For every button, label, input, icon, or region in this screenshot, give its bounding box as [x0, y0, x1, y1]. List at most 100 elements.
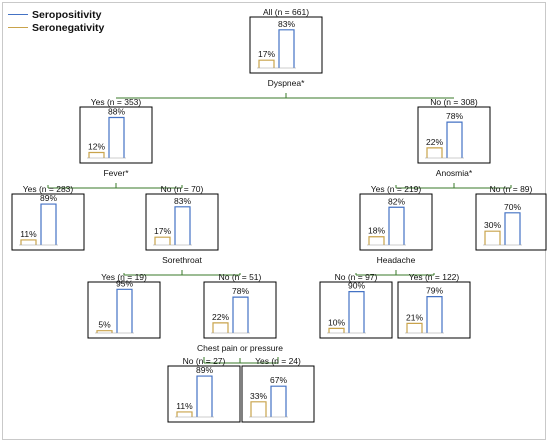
seronegativity-label: 22% [212, 312, 229, 322]
legend-item-seropositivity: Seropositivity [8, 8, 104, 21]
seronegativity-label: 30% [484, 220, 501, 230]
seropositivity-bar [426, 296, 443, 333]
node-sore_yes: Yes (n = 19) 5% 95% [87, 272, 161, 339]
seropositivity-bar [108, 116, 125, 158]
seropositivity-label: 78% [232, 286, 249, 296]
node-box [359, 193, 433, 251]
seronegativity-bar [88, 151, 105, 158]
legend-label-seropositivity: Seropositivity [32, 8, 102, 21]
seronegativity-bar [426, 147, 443, 158]
split-variable-label: Fever* [103, 168, 129, 178]
node-header: No (n = 89) [490, 184, 533, 194]
node-header: No (n = 97) [335, 272, 378, 282]
seronegativity-label: 10% [328, 317, 345, 327]
node-header: All (n = 661) [263, 7, 309, 17]
node-fev_no: No (n = 70) 17% 83% Sorethroat [145, 184, 219, 265]
branch-ano_yes [355, 270, 435, 276]
node-header: No (n = 51) [219, 272, 262, 282]
seropositivity-label: 88% [108, 107, 125, 117]
node-box [79, 106, 153, 164]
node-header: Yes (n = 283) [23, 184, 74, 194]
branch-dys_no [395, 183, 512, 189]
split-variable-label: Sorethroat [162, 255, 202, 265]
seropositivity-label: 83% [174, 196, 191, 206]
node-header: Yes (n = 122) [409, 272, 460, 282]
node-header: Yes (n = 219) [371, 184, 422, 194]
node-box [249, 16, 323, 74]
seronegativity-label: 12% [88, 141, 105, 151]
seronegativity-label: 33% [250, 391, 267, 401]
seropositivity-label: 83% [278, 19, 295, 29]
node-box [145, 193, 219, 251]
node-header: Yes (n = 24) [255, 356, 301, 366]
seronegativity-label: 11% [176, 401, 193, 411]
seropositivity-swatch [8, 14, 28, 15]
seropositivity-bar [232, 296, 249, 333]
node-root: All (n = 661) 17% 83% Dyspnea* [249, 7, 323, 88]
node-box [397, 281, 471, 339]
branch-fev_no [123, 270, 241, 276]
seronegativity-label: 17% [258, 49, 275, 59]
seropositivity-bar [278, 29, 295, 68]
node-box [475, 193, 547, 251]
seropositivity-label: 89% [196, 365, 213, 375]
node-box [417, 106, 491, 164]
seronegativity-bar [328, 327, 345, 333]
node-box [203, 281, 277, 339]
seronegativity-bar [258, 59, 275, 68]
seropositivity-label: 95% [116, 278, 133, 288]
seronegativity-label: 18% [368, 226, 385, 236]
seropositivity-label: 78% [446, 111, 463, 121]
node-header: No (n = 70) [161, 184, 204, 194]
branch-sore_no [203, 357, 279, 364]
seronegativity-bar [154, 236, 171, 245]
seropositivity-bar [504, 212, 521, 245]
node-sore_no: No (n = 51) 22% 78% Chest pain or pressure [197, 272, 283, 353]
node-fev_yes: Yes (n = 283) 11% 89% [11, 184, 85, 251]
node-head_yes: Yes (n = 122) 21% 79% [397, 272, 471, 339]
seropositivity-label: 79% [426, 286, 443, 296]
split-variable-label: Anosmia* [436, 168, 473, 178]
node-head_no: No (n = 97) 10% 90% [319, 272, 393, 339]
branch-dys_yes [47, 183, 183, 189]
seropositivity-label: 89% [40, 193, 57, 203]
seronegativity-label: 22% [426, 137, 443, 147]
seronegativity-label: 5% [98, 320, 111, 330]
node-header: Yes (n = 353) [91, 97, 142, 107]
seropositivity-bar [196, 375, 213, 417]
seronegativity-bar [406, 322, 423, 333]
split-variable-label: Dyspnea* [268, 78, 306, 88]
seropositivity-bar [446, 121, 463, 158]
node-ano_yes: Yes (n = 219) 18% 82% Headache [359, 184, 433, 265]
seronegativity-bar [176, 411, 193, 417]
node-box [11, 193, 85, 251]
seronegativity-swatch [8, 27, 28, 28]
seropositivity-bar [270, 385, 287, 417]
node-dys_yes: Yes (n = 353) 12% 88% Fever* [79, 97, 153, 178]
seronegativity-bar [212, 322, 229, 333]
seronegativity-bar [20, 239, 37, 245]
seropositivity-bar [388, 206, 405, 245]
seronegativity-label: 17% [154, 226, 171, 236]
node-ano_no: No (n = 89) 30%70% [475, 184, 547, 251]
seropositivity-label: 67% [270, 375, 287, 385]
legend-label-seronegativity: Seronegativity [32, 21, 105, 34]
seropositivity-bar [116, 288, 133, 333]
seropositivity-bar [348, 291, 365, 333]
node-header: No (n = 27) [183, 356, 226, 366]
seropositivity-label: 90% [348, 281, 365, 291]
node-box [167, 365, 241, 423]
seropositivity-label: 82% [388, 196, 405, 206]
seropositivity-bar [40, 203, 57, 245]
legend: Seropositivity Seronegativity [8, 8, 104, 34]
seronegativity-bar [250, 401, 267, 417]
seronegativity-label: 11% [20, 229, 37, 239]
split-variable-label: Chest pain or pressure [197, 343, 283, 353]
seronegativity-bar [96, 330, 113, 333]
node-header: Yes (n = 19) [101, 272, 147, 282]
seropositivity-bar [174, 206, 191, 245]
seronegativity-bar [484, 230, 501, 245]
seronegativity-bar [368, 236, 385, 245]
split-variable-label: Headache [377, 255, 416, 265]
node-chest_yes: Yes (n = 24) 33%67% [241, 356, 315, 423]
